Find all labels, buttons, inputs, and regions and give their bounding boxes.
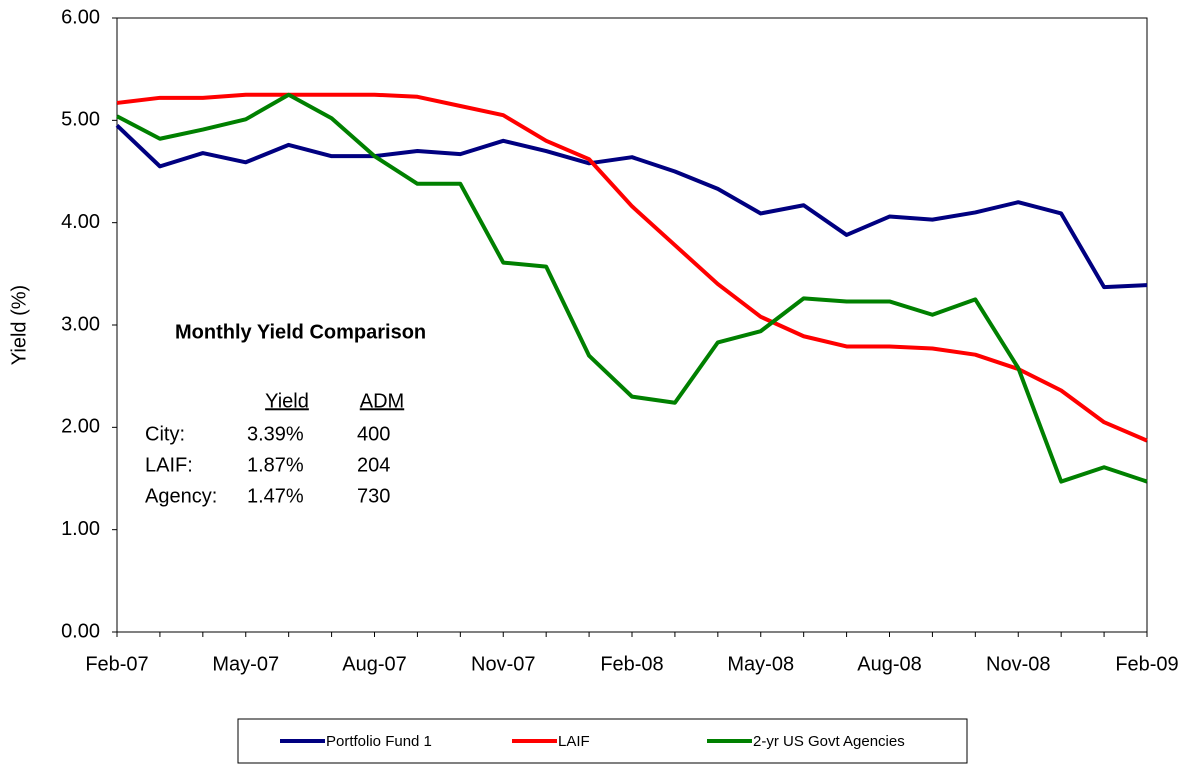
x-tick-label: Feb-08 bbox=[600, 653, 663, 675]
y-tick-label: 6.00 bbox=[61, 6, 100, 28]
x-tick-label: Feb-09 bbox=[1115, 653, 1178, 675]
annotation-cell: 1.87% bbox=[247, 454, 304, 476]
y-tick-label: 5.00 bbox=[61, 109, 100, 131]
legend-box bbox=[237, 718, 968, 764]
y-tick-label: 1.00 bbox=[61, 518, 100, 540]
x-tick-label: Nov-07 bbox=[471, 653, 535, 675]
x-tick-label: May-07 bbox=[212, 653, 279, 675]
y-tick-label: 0.00 bbox=[61, 620, 100, 642]
y-tick-label: 4.00 bbox=[61, 211, 100, 233]
plot-area bbox=[116, 17, 1148, 633]
x-tick-label: Feb-07 bbox=[85, 653, 148, 675]
annotation-cell: 730 bbox=[357, 485, 390, 507]
x-tick-label: May-08 bbox=[727, 653, 794, 675]
annotation-title: Monthly Yield Comparison bbox=[175, 321, 426, 343]
x-tick-label: Aug-07 bbox=[342, 653, 407, 675]
annotation-cell: 204 bbox=[357, 454, 390, 476]
annotation-header: Yield bbox=[265, 390, 309, 412]
annotation-cell: LAIF: bbox=[145, 454, 193, 476]
series-line bbox=[115, 124, 1148, 290]
x-tick-label: Aug-08 bbox=[857, 653, 922, 675]
annotation-cell: 1.47% bbox=[247, 485, 304, 507]
legend-label: Portfolio Fund 1 bbox=[326, 733, 432, 750]
legend-label: LAIF bbox=[558, 733, 590, 750]
y-tick-label: 2.00 bbox=[61, 416, 100, 438]
x-tick-label: Nov-08 bbox=[986, 653, 1050, 675]
annotation-cell: Agency: bbox=[145, 485, 217, 507]
y-axis-label: Yield (%) bbox=[8, 285, 30, 365]
annotation-cell: 3.39% bbox=[247, 423, 304, 445]
y-tick-label: 3.00 bbox=[61, 313, 100, 335]
annotation-cell: City: bbox=[145, 423, 185, 445]
annotation-cell: 400 bbox=[357, 423, 390, 445]
annotation-header: ADM bbox=[360, 390, 404, 412]
legend-label: 2-yr US Govt Agencies bbox=[753, 733, 905, 750]
series-line bbox=[116, 92, 1148, 484]
